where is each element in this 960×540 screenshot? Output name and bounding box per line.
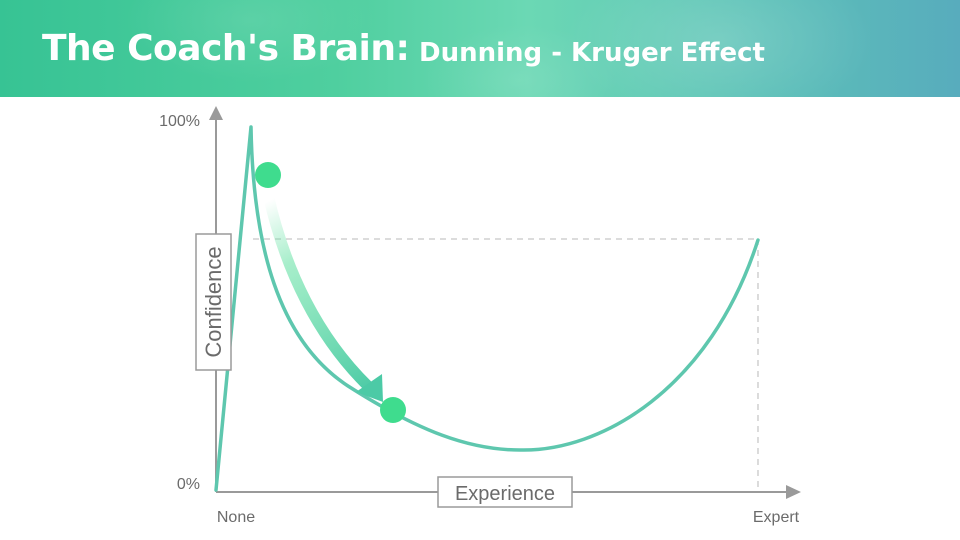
- descent-arrowhead: [356, 374, 383, 402]
- x-axis-arrowhead: [786, 485, 801, 499]
- y-axis-arrowhead: [209, 106, 223, 120]
- page-subtitle: Dunning - Kruger Effect: [419, 38, 765, 68]
- banner-texture: [0, 0, 960, 97]
- header-banner: The Coach's Brain: Dunning - Kruger Effe…: [0, 0, 960, 97]
- x-tick-expert: Expert: [753, 509, 800, 526]
- y-axis-label: Confidence: [201, 246, 226, 357]
- dunning-kruger-curve: [214, 125, 760, 492]
- valley-marker: [380, 397, 406, 423]
- x-axis-label: Experience: [455, 483, 555, 505]
- y-tick-100: 100%: [159, 113, 200, 130]
- page-title: The Coach's Brain:: [42, 28, 410, 69]
- descent-arrow-shaft: [262, 192, 374, 392]
- y-axis-label-box: Confidence: [195, 233, 232, 371]
- y-tick-0: 0%: [177, 476, 200, 493]
- x-axis-label-box: Experience: [437, 476, 573, 508]
- x-tick-none: None: [217, 509, 255, 526]
- peak-marker: [255, 162, 281, 188]
